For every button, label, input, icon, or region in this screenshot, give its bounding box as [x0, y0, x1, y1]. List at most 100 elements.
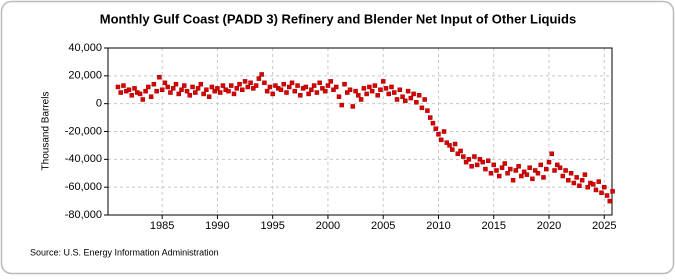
- point: [596, 179, 601, 184]
- point: [115, 84, 121, 90]
- point: [480, 159, 485, 165]
- x-tick-label: 1995: [260, 220, 284, 232]
- point: [303, 84, 309, 90]
- point: [483, 166, 488, 172]
- point: [331, 87, 336, 92]
- point: [347, 87, 353, 92]
- point: [220, 83, 226, 88]
- point: [527, 165, 532, 170]
- y-tick-label: 40,000: [68, 42, 102, 54]
- point: [198, 81, 204, 87]
- point: [405, 88, 411, 94]
- point: [427, 115, 433, 120]
- point: [215, 86, 220, 91]
- point: [582, 172, 588, 177]
- point: [563, 168, 568, 173]
- point: [240, 87, 245, 92]
- point: [311, 83, 317, 88]
- point: [372, 83, 378, 88]
- point: [259, 72, 264, 77]
- point: [389, 84, 394, 90]
- point: [532, 168, 538, 173]
- point: [342, 81, 347, 87]
- point: [392, 90, 397, 95]
- point: [535, 171, 541, 176]
- point: [264, 88, 270, 94]
- point: [574, 175, 579, 180]
- point: [461, 154, 466, 159]
- point: [477, 157, 483, 162]
- point: [497, 173, 502, 179]
- point: [466, 157, 472, 162]
- point: [538, 162, 543, 168]
- point: [154, 88, 159, 94]
- point: [270, 91, 275, 97]
- point: [441, 129, 447, 134]
- point: [394, 97, 400, 102]
- point: [463, 159, 469, 165]
- x-tick-label: 2025: [592, 220, 616, 232]
- point: [242, 79, 248, 84]
- point: [278, 87, 284, 92]
- point: [361, 86, 367, 91]
- point: [287, 84, 292, 90]
- point: [217, 90, 223, 95]
- x-tick-label: 1985: [150, 220, 174, 232]
- point: [541, 175, 546, 180]
- point: [510, 177, 516, 183]
- point: [146, 84, 151, 90]
- point: [419, 105, 425, 111]
- point: [248, 80, 253, 86]
- point: [571, 180, 577, 186]
- point: [182, 83, 187, 88]
- point: [228, 83, 234, 88]
- point: [590, 182, 596, 187]
- point: [568, 171, 574, 176]
- point: [289, 80, 295, 86]
- point: [502, 161, 508, 166]
- x-tick-label: 2010: [426, 220, 450, 232]
- point: [317, 80, 322, 86]
- point: [273, 83, 278, 88]
- point: [438, 137, 444, 143]
- point: [256, 76, 262, 81]
- point: [411, 91, 416, 97]
- point: [251, 86, 256, 91]
- point: [179, 87, 184, 92]
- point: [452, 141, 458, 147]
- point: [602, 184, 607, 190]
- point: [508, 166, 513, 172]
- point: [121, 83, 126, 88]
- point: [530, 176, 535, 182]
- point: [566, 177, 571, 183]
- point: [209, 84, 215, 90]
- point: [524, 172, 530, 177]
- point: [577, 183, 582, 189]
- point: [159, 87, 165, 92]
- point: [519, 173, 524, 179]
- point: [284, 90, 289, 95]
- point: [358, 97, 364, 102]
- point: [140, 97, 146, 102]
- point: [380, 79, 386, 84]
- point: [369, 88, 375, 94]
- point: [237, 81, 242, 87]
- plot-border: [107, 47, 613, 216]
- point: [444, 140, 450, 145]
- point: [436, 132, 441, 137]
- point: [306, 91, 311, 97]
- point: [168, 90, 173, 95]
- point: [458, 148, 463, 154]
- point: [204, 87, 209, 92]
- point: [552, 168, 557, 173]
- chart-title: Monthly Gulf Coast (PADD 3) Refinery and…: [100, 11, 576, 26]
- y-tick-label: 20,000: [68, 70, 102, 82]
- point: [267, 84, 273, 90]
- point: [469, 164, 474, 169]
- source: Source: U.S. Energy Information Administ…: [30, 247, 219, 257]
- point: [474, 162, 480, 168]
- point: [328, 79, 333, 84]
- point: [129, 93, 135, 98]
- point: [543, 166, 549, 172]
